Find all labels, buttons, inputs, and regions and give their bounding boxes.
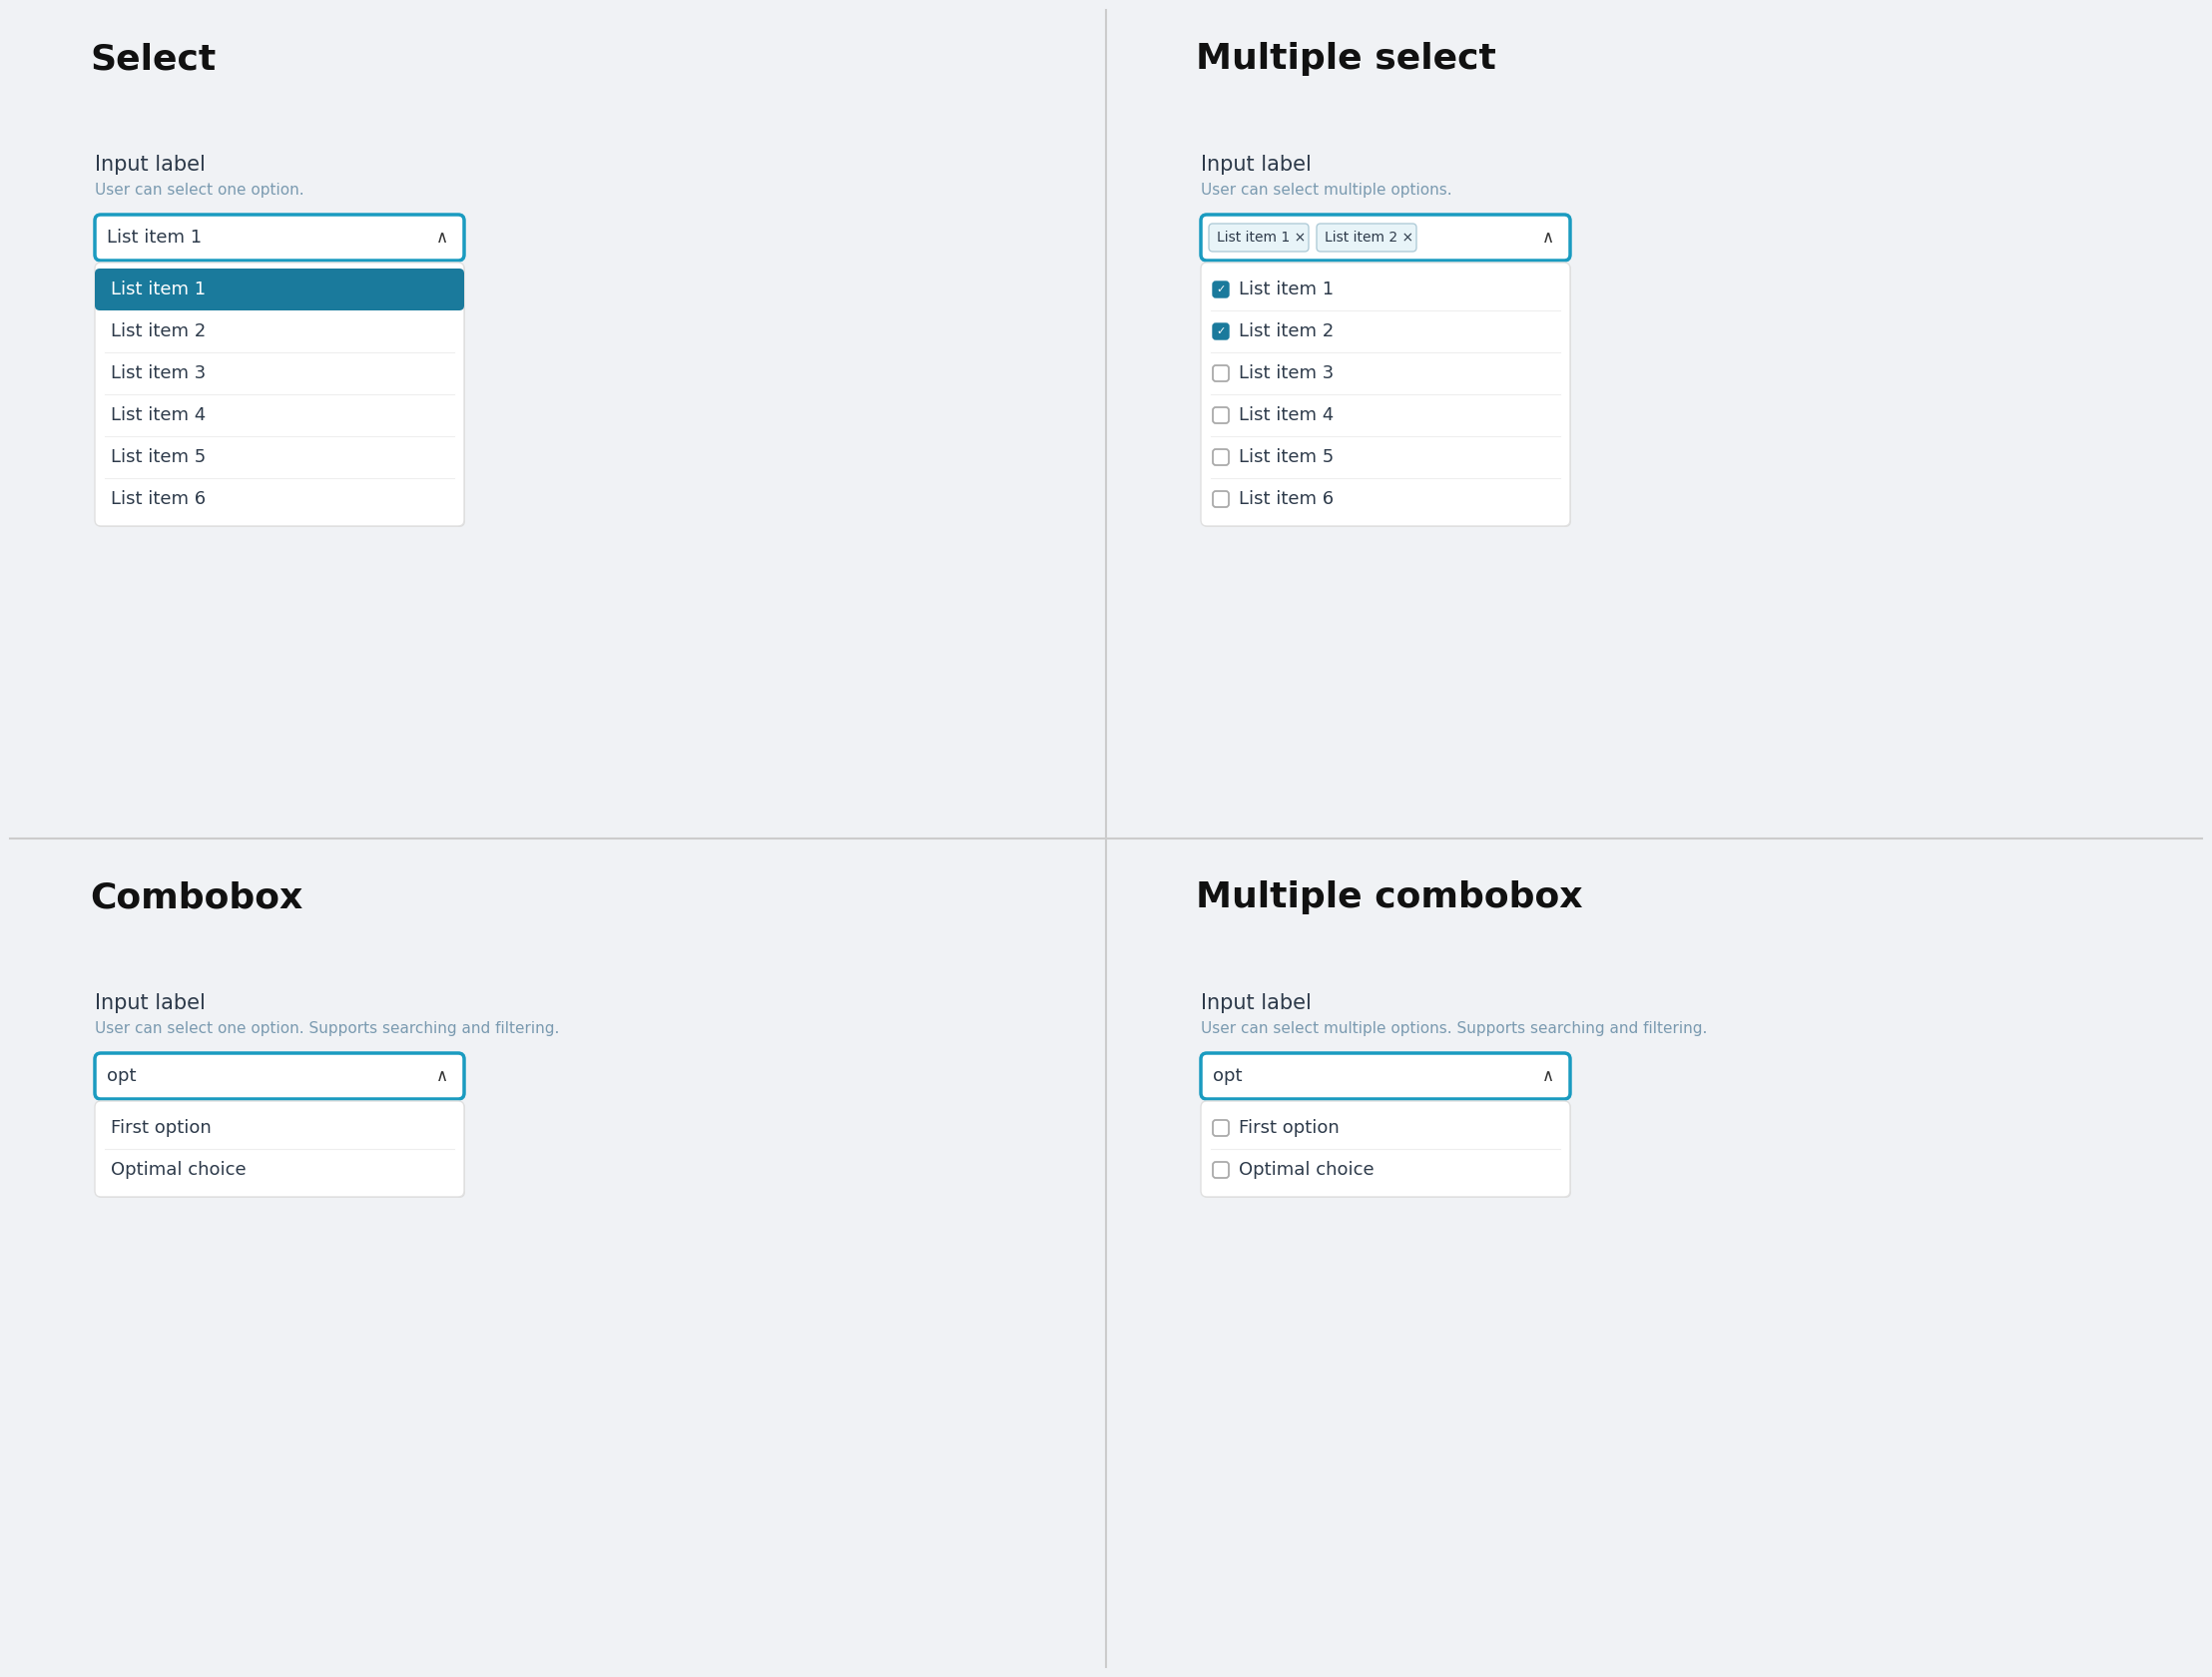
Text: List item 5: List item 5: [1239, 448, 1334, 466]
Text: List item 1 ×: List item 1 ×: [1217, 230, 1305, 245]
FancyBboxPatch shape: [1212, 366, 1230, 381]
Text: Input label: Input label: [95, 154, 206, 174]
Text: List item 2: List item 2: [1239, 322, 1334, 340]
FancyBboxPatch shape: [1212, 408, 1230, 423]
FancyBboxPatch shape: [1212, 1120, 1230, 1135]
Text: List item 2 ×: List item 2 ×: [1325, 230, 1413, 245]
FancyBboxPatch shape: [1201, 263, 1571, 527]
Text: User can select one option.: User can select one option.: [95, 183, 303, 198]
Text: Multiple select: Multiple select: [1197, 42, 1495, 75]
Text: List item 5: List item 5: [111, 448, 206, 466]
FancyBboxPatch shape: [95, 1053, 465, 1098]
Text: ∧: ∧: [436, 1067, 449, 1085]
Text: List item 6: List item 6: [1239, 490, 1334, 508]
Text: List item 1: List item 1: [111, 280, 206, 299]
Text: ∧: ∧: [1542, 1067, 1555, 1085]
Text: First option: First option: [1239, 1119, 1338, 1137]
Text: Select: Select: [91, 42, 217, 75]
FancyBboxPatch shape: [1212, 324, 1230, 339]
Text: Input label: Input label: [1201, 993, 1312, 1013]
Text: List item 4: List item 4: [1239, 406, 1334, 424]
Text: opt: opt: [106, 1067, 137, 1085]
Text: Multiple combobox: Multiple combobox: [1197, 880, 1582, 914]
Text: List item 3: List item 3: [1239, 364, 1334, 382]
Text: List item 2: List item 2: [111, 322, 206, 340]
FancyBboxPatch shape: [95, 1102, 465, 1197]
FancyBboxPatch shape: [1212, 282, 1230, 297]
Text: Optimal choice: Optimal choice: [111, 1160, 246, 1179]
FancyBboxPatch shape: [1208, 223, 1310, 252]
FancyBboxPatch shape: [95, 215, 465, 260]
Text: List item 1: List item 1: [1239, 280, 1334, 299]
Text: User can select one option. Supports searching and filtering.: User can select one option. Supports sea…: [95, 1021, 560, 1036]
FancyBboxPatch shape: [95, 263, 465, 527]
Text: List item 1: List item 1: [106, 228, 201, 247]
FancyBboxPatch shape: [1201, 1102, 1571, 1197]
FancyBboxPatch shape: [1212, 449, 1230, 465]
Text: User can select multiple options.: User can select multiple options.: [1201, 183, 1451, 198]
Text: ∧: ∧: [436, 228, 449, 247]
Text: List item 4: List item 4: [111, 406, 206, 424]
FancyBboxPatch shape: [1201, 1102, 1571, 1197]
Text: Input label: Input label: [95, 993, 206, 1013]
FancyBboxPatch shape: [95, 1102, 465, 1197]
FancyBboxPatch shape: [1212, 491, 1230, 506]
Text: Optimal choice: Optimal choice: [1239, 1160, 1374, 1179]
FancyBboxPatch shape: [1212, 1162, 1230, 1177]
Text: Input label: Input label: [1201, 154, 1312, 174]
FancyBboxPatch shape: [95, 263, 465, 527]
FancyBboxPatch shape: [1201, 215, 1571, 260]
Text: First option: First option: [111, 1119, 212, 1137]
Text: User can select multiple options. Supports searching and filtering.: User can select multiple options. Suppor…: [1201, 1021, 1708, 1036]
Text: List item 6: List item 6: [111, 490, 206, 508]
Text: List item 3: List item 3: [111, 364, 206, 382]
FancyBboxPatch shape: [1201, 1053, 1571, 1098]
Text: ✓: ✓: [1217, 285, 1225, 295]
FancyBboxPatch shape: [1201, 263, 1571, 527]
Text: Combobox: Combobox: [91, 880, 303, 914]
FancyBboxPatch shape: [95, 268, 465, 310]
FancyBboxPatch shape: [1316, 223, 1416, 252]
Text: ✓: ✓: [1217, 327, 1225, 337]
Text: opt: opt: [1212, 1067, 1243, 1085]
Text: ∧: ∧: [1542, 228, 1555, 247]
